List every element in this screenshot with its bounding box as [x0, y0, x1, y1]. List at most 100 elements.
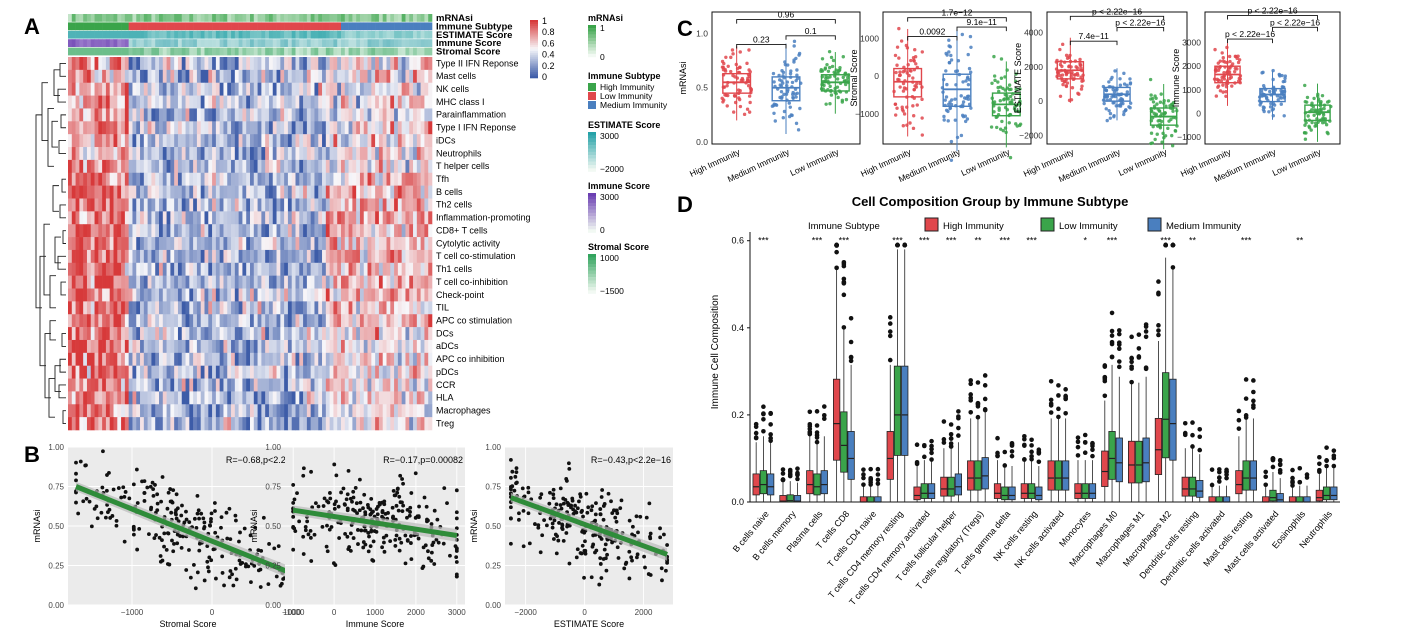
x-axis-label: Stromal Score	[159, 619, 216, 629]
heatmap-cell	[257, 237, 262, 251]
heatmap-cell	[250, 159, 255, 174]
heatmap-cell	[208, 147, 213, 161]
heatmap-cell	[234, 378, 239, 392]
heatmap-cell	[253, 378, 258, 392]
heatmap-cell	[124, 314, 129, 328]
scatter-point	[574, 510, 579, 515]
heatmap-cell	[147, 275, 152, 289]
heatmap-cell	[352, 352, 357, 366]
heatmap-cell	[196, 159, 202, 174]
heatmap-cell	[291, 314, 296, 328]
heatmap-cell	[428, 288, 433, 302]
heatmap-track-cell	[68, 14, 73, 22]
heatmap-cell	[208, 69, 213, 84]
heatmap-cell	[314, 404, 319, 418]
heatmap-cell	[375, 69, 380, 84]
jitter-point	[792, 60, 796, 64]
heatmap-cell	[280, 339, 285, 354]
heatmap-cell	[159, 339, 164, 354]
heatmap-cell	[196, 352, 202, 366]
heatmap-cell	[208, 391, 213, 405]
heatmap-cell	[287, 57, 293, 71]
heatmap-track-cell	[409, 22, 414, 31]
heatmap-cell	[185, 224, 190, 238]
heatmap-cell	[268, 57, 274, 71]
heatmap-cell	[348, 314, 353, 328]
heatmap-cell	[333, 185, 338, 199]
heatmap-cell	[295, 288, 300, 302]
heatmap-track-cell	[215, 14, 220, 22]
heatmap-track-cell	[117, 30, 122, 39]
heatmap-cell	[413, 314, 418, 328]
heatmap-track-cell	[86, 14, 92, 22]
heatmap-cell	[68, 275, 73, 289]
heatmap-track-cell	[105, 22, 111, 31]
heatmap-cell	[397, 378, 402, 392]
heatmap-cell	[98, 237, 103, 251]
heatmap-cell	[79, 275, 84, 289]
heatmap-track-cell	[428, 30, 433, 39]
heatmap-cell	[124, 159, 129, 174]
scatter-point	[401, 481, 405, 486]
comparison-bracket	[736, 19, 836, 24]
heatmap-track-cell	[250, 14, 255, 22]
heatmap-cell	[71, 262, 76, 276]
scatter-point	[520, 486, 525, 491]
jitter-point	[786, 88, 790, 92]
heatmap-track-cell	[246, 30, 251, 39]
heatmap-cell	[359, 121, 365, 135]
heatmap-cell	[102, 185, 107, 199]
heatmap-cell	[185, 211, 190, 225]
heatmap-cell	[306, 82, 311, 96]
heatmap-cell	[310, 314, 315, 328]
heatmap-cell	[424, 185, 429, 199]
heatmap-cell	[409, 249, 414, 264]
heatmap-cell	[71, 82, 76, 96]
scatter-point	[445, 501, 449, 506]
heatmap-cell	[140, 108, 145, 122]
jitter-point	[903, 68, 907, 73]
heatmap-cell	[231, 185, 236, 199]
heatmap-cell	[71, 198, 76, 212]
heatmap-cell	[329, 159, 334, 174]
heatmap-cell	[231, 288, 236, 302]
heatmap-cell	[329, 95, 334, 109]
heatmap-cell	[367, 249, 372, 264]
heatmap-cell	[295, 352, 300, 366]
heatmap-cell	[250, 147, 255, 161]
heatmap-track-cell	[382, 39, 387, 47]
heatmap-cell	[174, 211, 179, 225]
heatmap-cell	[348, 327, 353, 341]
heatmap-cell	[128, 391, 133, 405]
heatmap-cell	[128, 262, 133, 276]
y-tick-label: 0.75	[265, 483, 281, 492]
heatmap-cell	[295, 159, 300, 174]
heatmap-cell	[162, 147, 167, 161]
heatmap-cell	[386, 339, 391, 354]
heatmap-cell	[401, 417, 406, 431]
heatmap-cell	[83, 95, 88, 109]
heatmap-cell	[303, 172, 308, 186]
scatter-point	[593, 550, 597, 555]
heatmap-cell	[68, 172, 73, 186]
heatmap-cell	[401, 69, 406, 84]
heatmap-cell	[117, 262, 122, 276]
heatmap-cell	[303, 365, 308, 379]
heatmap-cell	[219, 134, 224, 148]
scatter-point	[424, 504, 429, 509]
heatmap-cell	[227, 159, 232, 174]
heatmap-track-cell	[83, 14, 88, 22]
heatmap-cell	[382, 224, 387, 238]
scatter-point	[556, 538, 561, 543]
heatmap-cell	[367, 172, 372, 186]
heatmap-cell	[394, 134, 399, 148]
heatmap-cell	[378, 288, 384, 302]
heatmap-cell	[151, 417, 156, 431]
heatmap-cell	[306, 378, 311, 392]
heatmap-cell	[363, 147, 368, 161]
heatmap-cell	[215, 237, 220, 251]
jitter-point	[726, 93, 730, 98]
heatmap-cell	[413, 224, 418, 238]
heatmap-cell	[136, 365, 141, 379]
heatmap-cell	[272, 82, 277, 96]
